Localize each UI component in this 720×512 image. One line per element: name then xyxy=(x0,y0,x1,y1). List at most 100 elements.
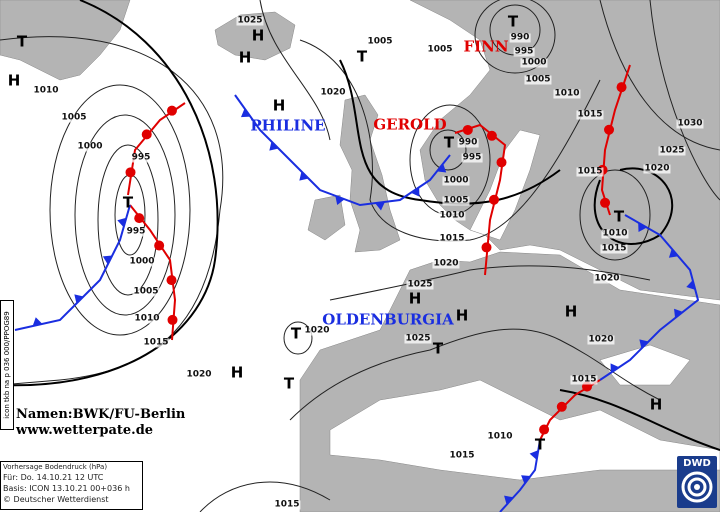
isobar-label: 1025 xyxy=(406,279,434,290)
cold-front-symbol xyxy=(674,308,683,319)
isobar-label: 990 xyxy=(509,32,531,43)
model-tag: icon tkb na p 036 000/PPOG89 xyxy=(0,300,14,430)
sea-cutouts xyxy=(329,129,720,481)
warm-front-symbol xyxy=(166,275,177,286)
high-pressure-center: H xyxy=(251,26,265,45)
warm-front-symbol xyxy=(134,213,145,224)
high-pressure-center: H xyxy=(455,306,469,325)
cold-front xyxy=(14,204,131,331)
warm-front-symbol xyxy=(167,314,178,325)
isobar-label: 990 xyxy=(457,137,479,148)
cold-front-symbol xyxy=(436,163,447,173)
isobar-label: 1000 xyxy=(520,57,548,68)
low-pressure-center: T xyxy=(507,12,519,31)
isobar-label: 1000 xyxy=(442,175,470,186)
cold-front-symbol xyxy=(299,171,309,181)
isobar-label: 1005 xyxy=(60,112,88,123)
high-pressure-center: H xyxy=(408,289,422,308)
cold-front-symbol xyxy=(117,217,127,228)
system-name-oldenburgia: OLDENBURGIA xyxy=(322,310,454,329)
isobar-label: 1005 xyxy=(524,74,552,85)
isobar-label: 1005 xyxy=(132,286,160,297)
warm-front-symbol xyxy=(166,105,177,116)
cold-front-symbol xyxy=(74,294,84,304)
warm-front-symbol xyxy=(154,240,165,251)
isobar-label: 1005 xyxy=(366,36,394,47)
isobar-label: 1015 xyxy=(600,243,628,254)
cold-front-symbol xyxy=(375,201,385,211)
legend-valid-time: Für: Do. 14.10.21 12 UTC xyxy=(3,473,104,482)
isobar-label: 1015 xyxy=(570,374,598,385)
isobar-label: 1020 xyxy=(587,334,615,345)
isobar-label: 1015 xyxy=(576,109,604,120)
isobar-label: 1000 xyxy=(76,141,104,152)
low-pressure-center: T xyxy=(16,32,28,51)
cold-front-symbol xyxy=(335,195,345,205)
high-pressure-center: H xyxy=(272,96,286,115)
warm-front-symbol xyxy=(125,167,136,178)
warm-front-symbol xyxy=(141,129,152,140)
low-pressure-center: T xyxy=(432,339,444,358)
isobar-label: 1010 xyxy=(438,210,466,221)
warm-front-symbol xyxy=(486,130,497,141)
high-pressure-center: H xyxy=(230,363,244,382)
credits-names: Namen:BWK/FU-Berlin xyxy=(16,407,186,422)
system-name-philine: PHILINE xyxy=(250,116,326,135)
dwd-logo: DWD xyxy=(677,456,717,508)
cold-front-symbol xyxy=(410,187,420,197)
isobar-label: 995 xyxy=(125,226,147,237)
system-name-gerold: GEROLD xyxy=(373,115,447,134)
dwd-swirl-icon xyxy=(681,471,713,503)
isobar-label: 1025 xyxy=(236,15,264,26)
isobar-label: 1015 xyxy=(448,450,476,461)
greenland xyxy=(0,0,131,81)
isobar-label: 995 xyxy=(461,152,483,163)
isobar-label: 1000 xyxy=(128,256,156,267)
low-pressure-center: T xyxy=(283,374,295,393)
legend-box: Vorhersage Bodendruck (hPa) Für: Do. 14.… xyxy=(0,461,143,510)
isobar-label: 1005 xyxy=(442,195,470,206)
isobar-label: 1010 xyxy=(133,313,161,324)
warm-front-symbol xyxy=(600,197,611,208)
low-pressure-center: T xyxy=(534,435,546,454)
isobar-label: 1010 xyxy=(32,85,60,96)
fronts xyxy=(14,64,700,512)
warm-front xyxy=(127,102,186,196)
iceland xyxy=(214,11,296,61)
warm-front-symbol xyxy=(496,157,507,168)
cold-front-symbol xyxy=(240,108,251,118)
cold-front-symbol xyxy=(32,317,43,327)
credits-url[interactable]: www.wetterpate.de xyxy=(16,423,154,438)
cold-front-symbol xyxy=(529,450,539,460)
legend-basis: Basis: ICON 13.10.21 00+036 h xyxy=(3,484,130,493)
warm-front-symbol xyxy=(616,82,627,93)
dwd-logo-text: DWD xyxy=(683,458,711,469)
isobar-label: 1025 xyxy=(404,333,432,344)
cold-front xyxy=(599,214,700,381)
warm-front-symbol xyxy=(556,401,567,412)
isobar-label: 995 xyxy=(130,152,152,163)
warm-front-symbol xyxy=(489,194,500,205)
isobar-label: 1020 xyxy=(593,273,621,284)
isobar-label: 1010 xyxy=(553,88,581,99)
cold-front-symbol xyxy=(686,280,696,290)
isobar-label: 1020 xyxy=(319,87,347,98)
warm-front-symbol xyxy=(539,424,550,435)
baltic-sea xyxy=(469,129,541,241)
high-pressure-center: H xyxy=(238,48,252,67)
cold-front-symbol xyxy=(639,339,649,349)
mediterranean-sea xyxy=(329,379,720,481)
low-pressure-center: T xyxy=(443,133,455,152)
low-pressure-center: T xyxy=(356,47,368,66)
warm-front-symbol xyxy=(462,124,473,135)
legend-title: Vorhersage Bodendruck (hPa) xyxy=(3,463,108,471)
high-pressure-center: H xyxy=(649,395,663,414)
warm-front-symbol xyxy=(604,124,615,135)
isobar-label: 1015 xyxy=(576,166,604,177)
cold-front-symbol xyxy=(504,495,514,505)
isobar-label: 1020 xyxy=(303,325,331,336)
cold-front-symbol xyxy=(610,363,620,373)
isobar-label: 1020 xyxy=(432,258,460,269)
